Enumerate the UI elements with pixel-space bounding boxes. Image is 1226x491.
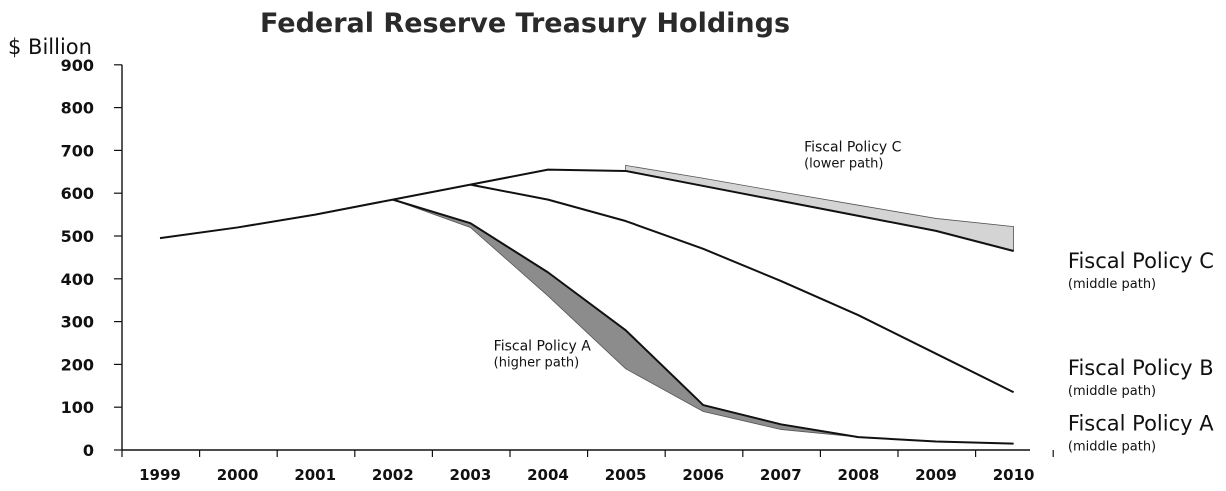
x-tick-label: 2007 bbox=[760, 466, 802, 484]
line-c-middle bbox=[625, 169, 1014, 252]
line-a-middle bbox=[392, 198, 1014, 445]
chart-title: Federal Reserve Treasury Holdings bbox=[260, 8, 790, 39]
y-tick-label: 900 bbox=[61, 56, 94, 75]
y-tick-label: 100 bbox=[61, 398, 94, 417]
y-tick-label: 300 bbox=[61, 313, 94, 332]
x-tick-label: 2003 bbox=[450, 466, 492, 484]
y-tick-label: 800 bbox=[61, 99, 94, 118]
x-tick-label: 2001 bbox=[294, 466, 336, 484]
y-tick-label: 400 bbox=[61, 270, 94, 289]
annotation-fp-c-middle-sub: (middle path) bbox=[1068, 277, 1156, 292]
annotation-layer: Fiscal Policy C(lower path)Fiscal Policy… bbox=[494, 140, 1215, 455]
annotation-fp-a-higher-sub: (higher path) bbox=[494, 355, 580, 370]
x-tick-label: 2009 bbox=[915, 466, 957, 484]
x-tick-label: 2000 bbox=[217, 466, 259, 484]
x-tick-label: 2008 bbox=[838, 466, 880, 484]
line-b-middle bbox=[470, 183, 1015, 394]
x-tick-label: 2005 bbox=[605, 466, 647, 484]
x-tick-label: 1999 bbox=[139, 466, 181, 484]
x-tick-label: 2002 bbox=[372, 466, 414, 484]
line-layer bbox=[159, 168, 1015, 445]
annotation-fp-c-lower-sub: (lower path) bbox=[804, 157, 883, 172]
annotation-fp-a-higher-title: Fiscal Policy A bbox=[494, 338, 592, 354]
annotation-fp-c-lower-title: Fiscal Policy C bbox=[804, 140, 902, 156]
x-tick-label: 2006 bbox=[682, 466, 724, 484]
annotation-fp-a-middle-title: Fiscal Policy A bbox=[1068, 412, 1214, 436]
y-tick-label: 200 bbox=[61, 355, 94, 374]
x-tick-label: 2010 bbox=[993, 466, 1035, 484]
annotation-fp-a-middle-sub: (middle path) bbox=[1068, 440, 1156, 455]
y-tick-label: 0 bbox=[83, 441, 94, 460]
y-tick-label: 500 bbox=[61, 227, 94, 246]
y-tick-label: 600 bbox=[61, 184, 94, 203]
annotation-fp-b-middle-title: Fiscal Policy B bbox=[1068, 356, 1214, 380]
band-layer bbox=[392, 164, 1014, 438]
y-tick-label: 700 bbox=[61, 141, 94, 160]
y-axis-label: $ Billion bbox=[8, 35, 92, 59]
axes: 0 100 200 300 400 500 600 700 800 900 1999 2000 2001… bbox=[61, 56, 1054, 484]
annotation-fp-b-middle-sub: (middle path) bbox=[1068, 384, 1156, 399]
band-a-higher bbox=[392, 199, 859, 438]
annotation-fp-c-middle-title: Fiscal Policy C bbox=[1068, 249, 1214, 273]
x-tick-label: 2004 bbox=[527, 466, 569, 484]
line-common bbox=[159, 168, 626, 240]
